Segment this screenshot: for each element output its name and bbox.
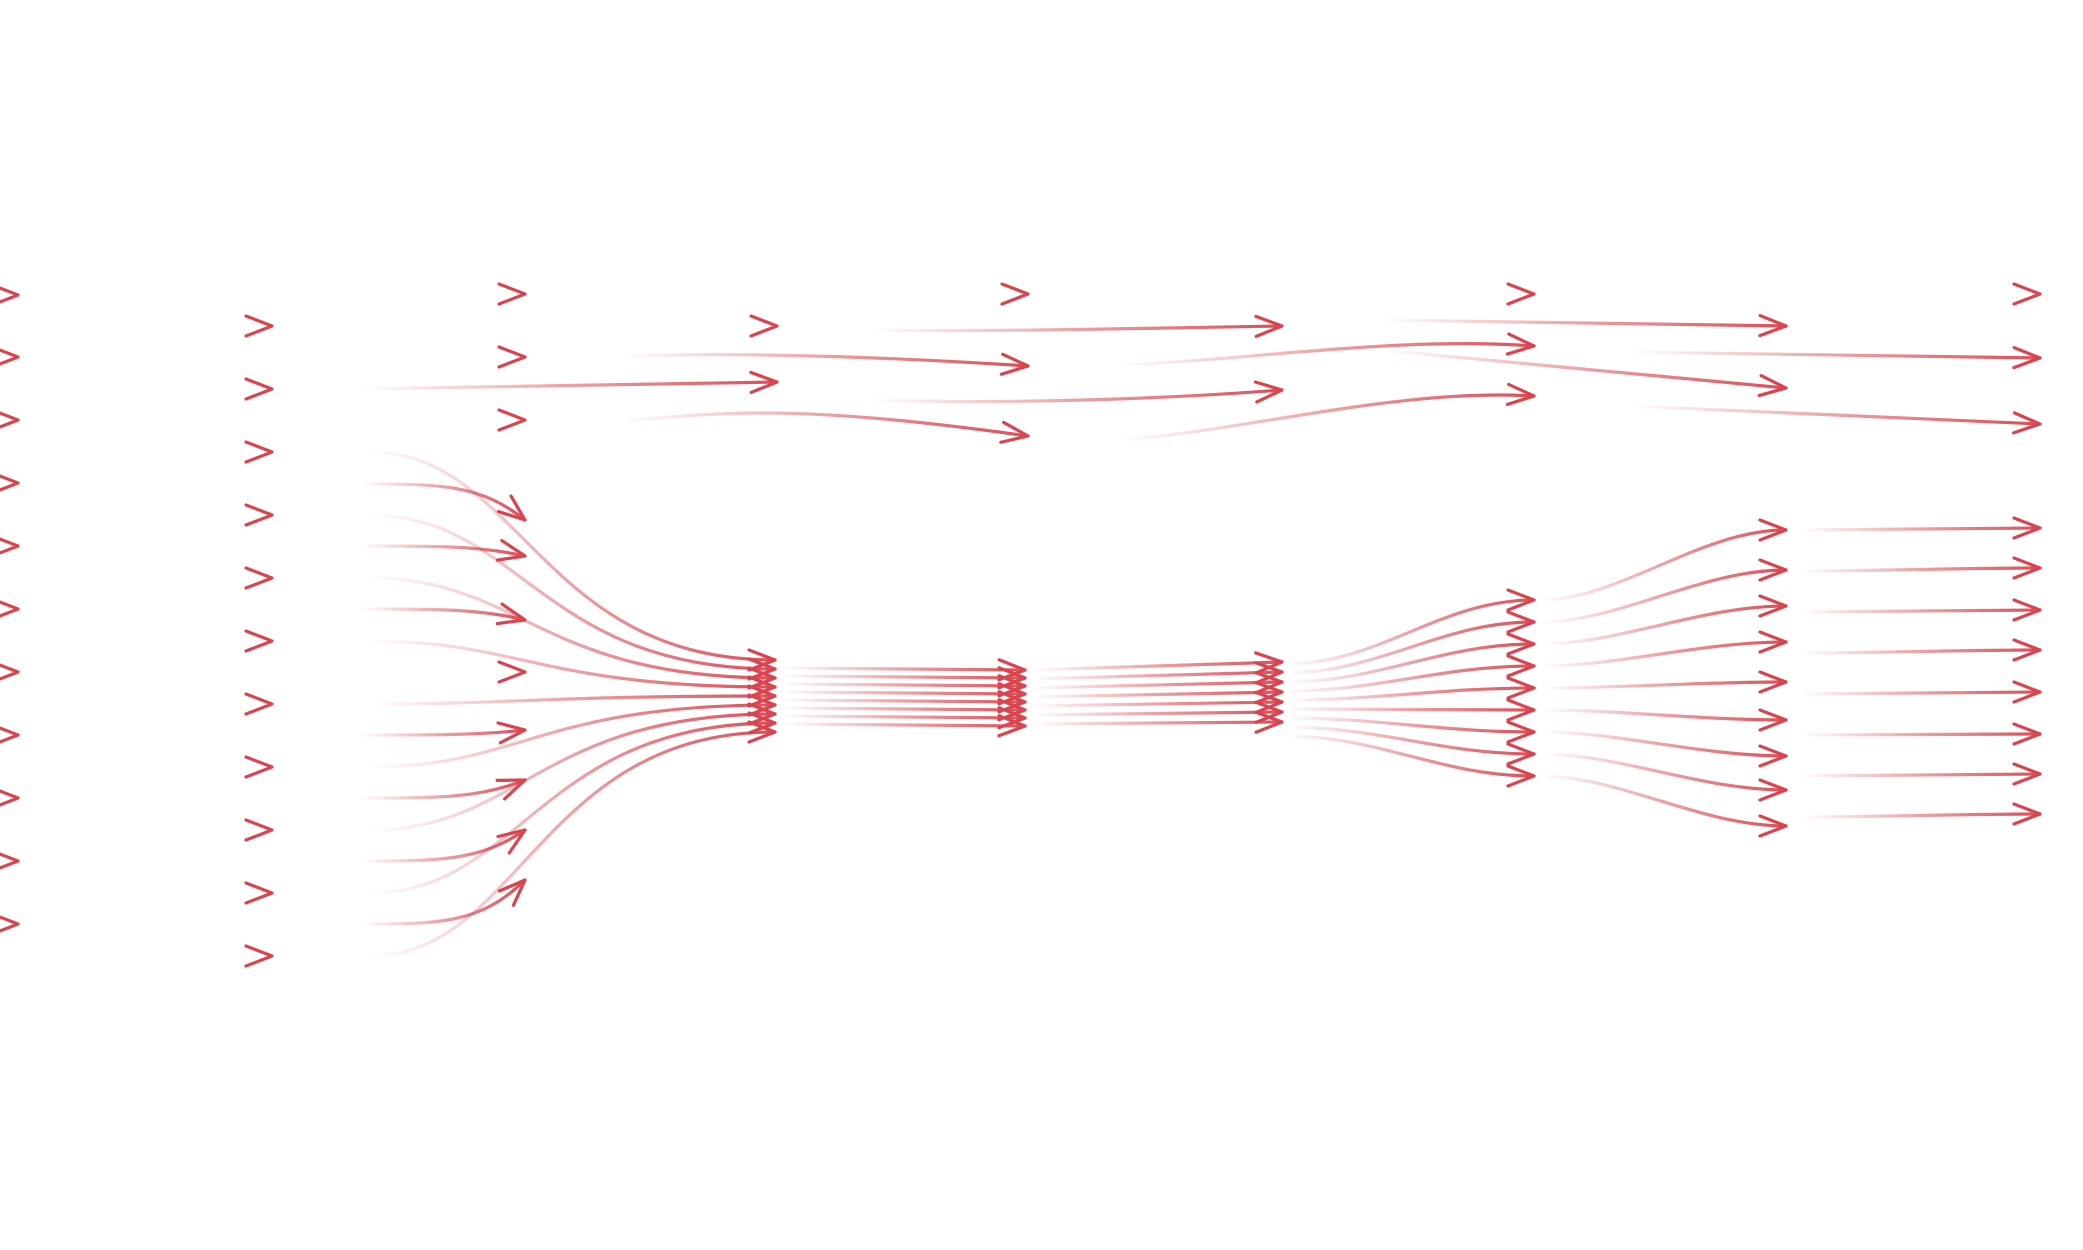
streamline-segment [1378, 348, 1788, 398]
streamline-segment [368, 711, 777, 895]
streamline-segment [778, 666, 1027, 690]
streamline-segment [1028, 651, 1284, 675]
streamline-segment [1798, 762, 2042, 786]
streamline-segment [1538, 558, 1788, 624]
streamline-segment [1538, 730, 1788, 768]
streamline-segment [1283, 654, 1536, 693]
streamline-segment [1798, 802, 2042, 826]
streamline-segment [1798, 638, 2042, 662]
streamline-segment [1118, 382, 1536, 442]
streamline-segment [1538, 594, 1788, 646]
streamline-segment [368, 720, 777, 958]
streamline-segment [1538, 670, 1788, 694]
streamline-segment [868, 314, 1284, 338]
streamline-segment [778, 690, 1027, 714]
streamline-segment [618, 411, 1030, 444]
streamline-segment [1798, 598, 2042, 622]
streamline-segment [778, 658, 1027, 682]
streamline-segment [368, 639, 777, 699]
streamline-segment [1798, 556, 2042, 580]
streamline-segment [1628, 346, 2042, 370]
streamline-segment [1538, 752, 1788, 802]
streamline-segment [368, 693, 777, 769]
streamline-segment [1283, 734, 1536, 788]
streamline-segment [618, 352, 1030, 376]
streamline-segment [778, 682, 1027, 706]
streamline-segment [368, 450, 777, 672]
streamline-segment [1283, 588, 1536, 666]
streamline-segment [1028, 690, 1284, 715]
streamline-segment [358, 482, 527, 522]
streamline-segment [1283, 698, 1536, 722]
streamline-segment [1028, 710, 1284, 734]
streamline-segment [778, 698, 1027, 722]
streamline-segment [368, 576, 777, 690]
streamline-segment [1028, 700, 1284, 724]
streamline-segment [1028, 680, 1284, 705]
streamlines-group [0, 282, 2083, 968]
streamline-segment [1118, 332, 1536, 367]
streamline-segment [1283, 632, 1536, 684]
streamline-segment [778, 706, 1027, 730]
streamline-segment [1028, 671, 1284, 695]
streamline-segment [358, 878, 527, 926]
streamline-segment [1028, 661, 1284, 685]
streamline-segment [358, 602, 527, 626]
streamline-segment [1283, 676, 1536, 702]
streamline-segment [1283, 725, 1536, 766]
streamline-segment [358, 721, 527, 745]
streamline-segment [1798, 722, 2042, 746]
streamline-segment [368, 702, 777, 832]
streamline-segment [358, 828, 527, 863]
streamline-segment [1378, 314, 1788, 338]
streamline-segment [358, 539, 527, 562]
streamline-segment [1283, 610, 1536, 675]
streamline-segment [778, 674, 1027, 698]
streamline-segment [368, 513, 777, 681]
streamline-segment [1538, 708, 1788, 732]
streamline-segment [868, 380, 1284, 404]
streamline-segment [358, 370, 779, 395]
streamline-segment [358, 778, 527, 801]
streamline-segment [1628, 404, 2042, 435]
streamline-segment [1798, 516, 2042, 540]
streamline-segment [778, 714, 1027, 738]
streamline-segment [1538, 774, 1788, 838]
streamline-segment [1798, 680, 2042, 704]
streamline-segment [1283, 716, 1536, 744]
streamline-segment [368, 684, 777, 708]
streamline-segment [1538, 630, 1788, 668]
streamline-segment [1538, 518, 1788, 602]
